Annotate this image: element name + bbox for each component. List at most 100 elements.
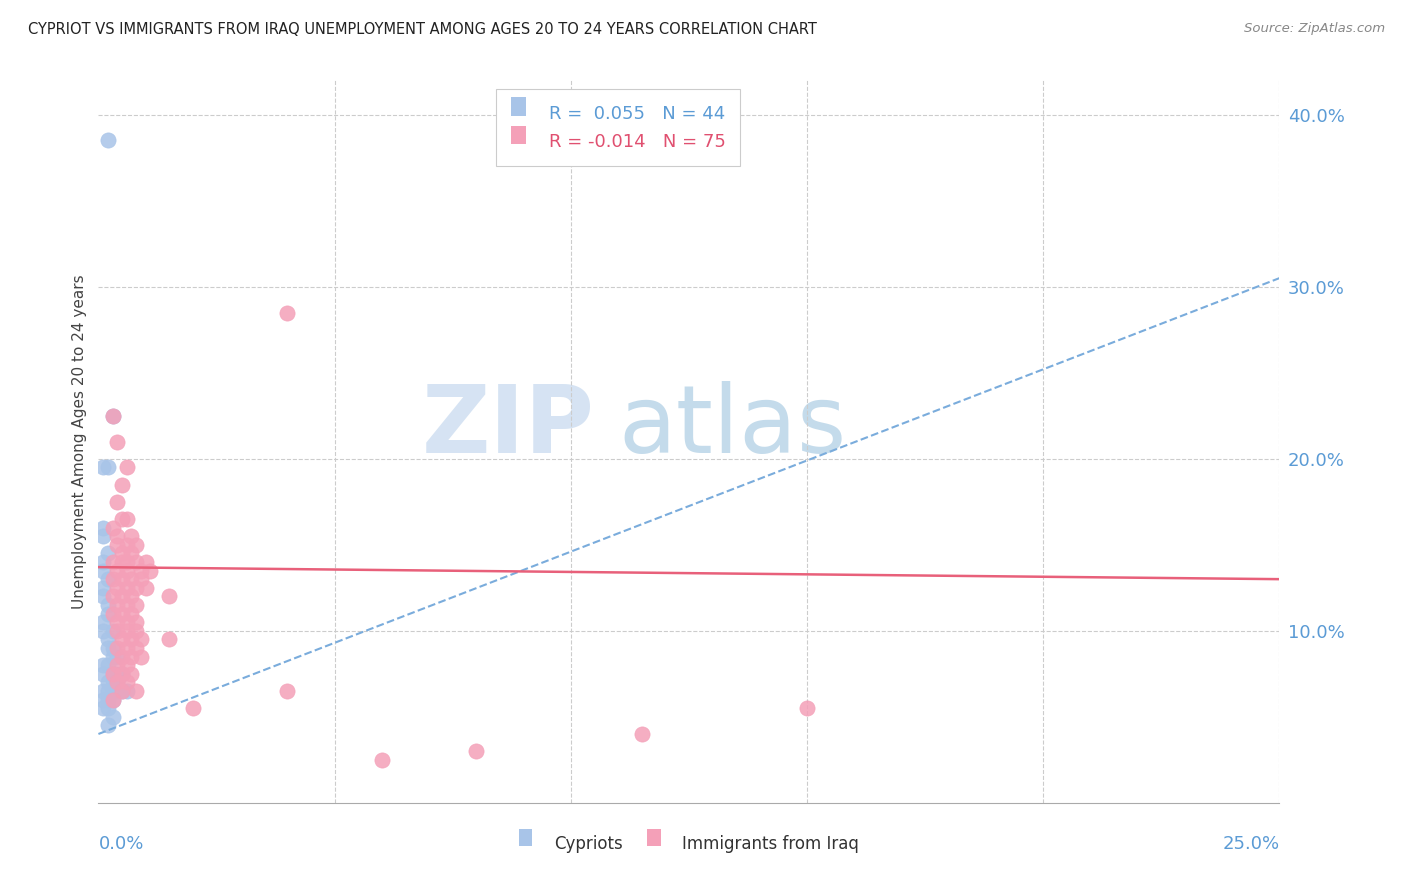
Point	[91, 615, 114, 630]
Point	[91, 460, 114, 475]
Point	[465, 744, 488, 758]
Point	[105, 658, 128, 673]
Point	[111, 512, 134, 526]
Point	[101, 555, 124, 569]
Point	[115, 598, 138, 612]
Point	[101, 666, 124, 681]
Point	[105, 434, 128, 449]
Point	[101, 624, 124, 638]
Legend: Cypriots, Immigrants from Iraq: Cypriots, Immigrants from Iraq	[512, 828, 866, 860]
Point	[115, 624, 138, 638]
Point	[105, 529, 128, 543]
Point	[91, 684, 114, 698]
Point	[101, 666, 124, 681]
Point	[125, 581, 148, 595]
Point	[115, 675, 138, 690]
Point	[97, 598, 120, 612]
Point	[121, 607, 143, 621]
Point	[97, 684, 120, 698]
Point	[115, 555, 138, 569]
Text: atlas: atlas	[619, 381, 846, 473]
Point	[121, 590, 143, 604]
Point	[105, 624, 128, 638]
Point	[101, 607, 124, 621]
Point	[115, 538, 138, 552]
Point	[101, 520, 124, 534]
Point	[97, 692, 120, 706]
Point	[115, 460, 138, 475]
Point	[105, 538, 128, 552]
Point	[105, 684, 128, 698]
Point	[101, 590, 124, 604]
Point	[135, 555, 157, 569]
Point	[125, 624, 148, 638]
Point	[111, 684, 134, 698]
Point	[111, 684, 134, 698]
Point	[115, 684, 138, 698]
Point	[111, 632, 134, 647]
Point	[111, 590, 134, 604]
Point	[630, 727, 652, 741]
Point	[121, 546, 143, 560]
Point	[121, 572, 143, 586]
Point	[91, 666, 114, 681]
Point	[105, 649, 128, 664]
Point	[111, 666, 134, 681]
Point	[97, 718, 120, 732]
Point	[129, 632, 152, 647]
Point	[91, 555, 114, 569]
Point	[121, 666, 143, 681]
Text: 0.0%: 0.0%	[98, 835, 143, 854]
Point	[125, 640, 148, 655]
Point	[97, 572, 120, 586]
Point	[125, 615, 148, 630]
Y-axis label: Unemployment Among Ages 20 to 24 years: Unemployment Among Ages 20 to 24 years	[72, 274, 87, 609]
Point	[91, 658, 114, 673]
Point	[115, 512, 138, 526]
Point	[121, 632, 143, 647]
Point	[101, 572, 124, 586]
Point	[91, 520, 114, 534]
Point	[97, 607, 120, 621]
Point	[135, 581, 157, 595]
Point	[125, 538, 148, 552]
Point	[796, 701, 818, 715]
Point	[121, 649, 143, 664]
Point	[157, 590, 180, 604]
Point	[115, 640, 138, 655]
Point	[105, 581, 128, 595]
Point	[111, 666, 134, 681]
Point	[115, 564, 138, 578]
Text: Source: ZipAtlas.com: Source: ZipAtlas.com	[1244, 22, 1385, 36]
Point	[91, 590, 114, 604]
Point	[97, 658, 120, 673]
Point	[129, 649, 152, 664]
Point	[91, 581, 114, 595]
Point	[101, 692, 124, 706]
Point	[97, 546, 120, 560]
Point	[91, 624, 114, 638]
Point	[125, 598, 148, 612]
Point	[91, 529, 114, 543]
Point	[121, 529, 143, 543]
Text: 25.0%: 25.0%	[1222, 835, 1279, 854]
Point	[105, 675, 128, 690]
Point	[181, 701, 204, 715]
Point	[105, 666, 128, 681]
Point	[125, 555, 148, 569]
Point	[101, 640, 124, 655]
Point	[276, 305, 298, 319]
Point	[91, 701, 114, 715]
Point	[101, 409, 124, 423]
Point	[139, 564, 162, 578]
Point	[129, 572, 152, 586]
Point	[97, 701, 120, 715]
Point	[129, 564, 152, 578]
Point	[97, 133, 120, 147]
Point	[371, 753, 394, 767]
Point	[105, 564, 128, 578]
Text: ZIP: ZIP	[422, 381, 595, 473]
Point	[115, 615, 138, 630]
Point	[105, 640, 128, 655]
Point	[115, 581, 138, 595]
